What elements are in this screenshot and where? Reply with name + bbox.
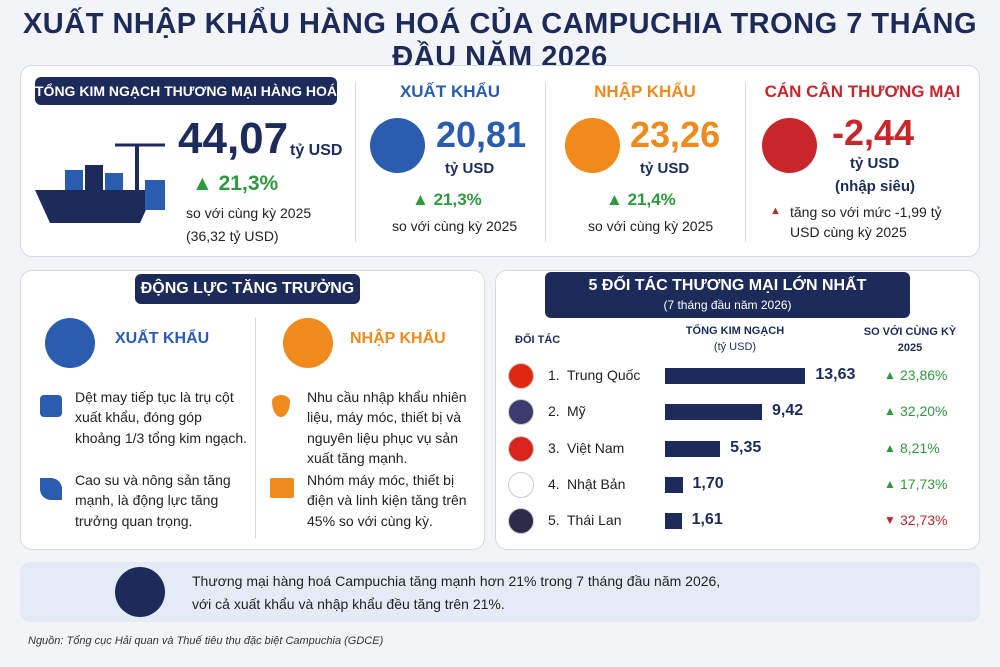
flag: [508, 363, 534, 389]
driver-item: Nhu cầu nhập khẩu nhiên liệu, máy móc, t…: [307, 389, 467, 466]
drivers-title: ĐỘNG LỰC TĂNG TRƯỞNG: [135, 274, 360, 304]
partner-name: Mỹ: [567, 403, 586, 420]
divider: [745, 82, 746, 242]
item-icon: [40, 478, 62, 500]
driver-item: Nhóm máy móc, thiết bị điện và linh kiện…: [307, 472, 467, 529]
drivers-panel: [20, 270, 485, 550]
partner-name: Trung Quốc: [567, 367, 641, 383]
ship-icon: [35, 143, 165, 223]
export-value: 20,81: [436, 114, 527, 155]
balance-status: (nhập siêu): [835, 178, 916, 195]
flag: [508, 471, 534, 498]
col-header: TỔNG KIM NGẠCH: [685, 325, 785, 337]
divider: [355, 82, 356, 242]
partners-title: 5 ĐỐI TÁC THƯƠNG MẠI LỚN NHẤT: [588, 277, 867, 294]
flag: [508, 508, 534, 535]
balance-note: tăng so với mức -1,99 tỷ USD cùng kỳ 202…: [790, 204, 942, 241]
flag: [508, 399, 534, 426]
balance-heading: CÁN CÂN THƯƠNG MẠI: [764, 82, 961, 101]
trend-arrow: ▲: [884, 404, 896, 419]
export-change-text: 21,3%: [433, 190, 482, 209]
value-label: 1,70: [692, 474, 724, 492]
partner-name: Thái Lan: [567, 512, 622, 529]
trend-arrow: ▲: [884, 476, 896, 491]
total-note: so với cùng kỳ 2025: [186, 205, 312, 221]
balance-icon: [762, 118, 817, 173]
import-icon: [565, 118, 620, 173]
bar: [665, 404, 763, 421]
value-label: 1,61: [691, 511, 723, 529]
export-icon: [370, 118, 425, 173]
import-value: 23,26: [630, 114, 721, 155]
balance-triangle: ▲: [770, 205, 781, 217]
trend-arrow: ▲: [884, 368, 896, 382]
conclusion-line: với cả xuất khẩu và nhập khẩu đều tăng t…: [192, 596, 505, 612]
item-icon: [270, 478, 294, 498]
partner-rank: 5.: [548, 512, 560, 529]
export-driver-icon: [45, 318, 95, 368]
partner-rank: 4.: [548, 475, 560, 492]
partners-subtitle: (7 tháng đầu năm 2026): [663, 298, 792, 312]
export-unit: tỷ USD: [445, 160, 495, 177]
flag: [508, 435, 534, 462]
partners-header: 5 ĐỐI TÁC THƯƠNG MẠI LỚN NHẤT (7 tháng đ…: [545, 272, 910, 318]
bar: [665, 513, 682, 530]
conclusion-icon: [115, 567, 165, 617]
partner-rank: 3.: [548, 439, 560, 456]
import-change-text: 21,4%: [627, 190, 676, 209]
conclusion-line: Thương mại hàng hoá Campuchia tăng mạnh …: [192, 573, 721, 589]
col-header: SO VỚI CÙNG KỲ 2025: [863, 326, 957, 354]
driver-item: Cao su và nông sản tăng mạnh, là động lự…: [75, 472, 231, 529]
import-change: ▲ 21,4%: [606, 190, 676, 209]
partner-name: Nhật Bản: [567, 475, 626, 492]
import-driver-icon: [283, 318, 333, 368]
partner-change: 23,86%: [900, 367, 948, 383]
item-icon: [40, 395, 62, 417]
partner-change: 8,21%: [900, 439, 940, 456]
balance-unit: tỷ USD: [850, 155, 900, 172]
source: Nguồn: Tổng cục Hải quan và Thuế tiêu th…: [28, 635, 384, 647]
total-change-text: 21,3%: [218, 172, 279, 195]
page-title: XUẤT NHẬP KHẨU HÀNG HOÁ CỦA CAMPUCHIA TR…: [22, 8, 978, 73]
trend-arrow: ▲: [884, 440, 896, 455]
total-value: 44,07: [178, 114, 289, 163]
col-header: (tỷ USD): [713, 341, 757, 353]
partner-change: 32,73%: [900, 512, 948, 529]
divider: [255, 318, 256, 538]
value-label: 9,42: [772, 402, 804, 420]
divider: [545, 82, 546, 242]
import-unit: tỷ USD: [640, 160, 690, 177]
export-driver-heading: XUẤT KHẨU: [115, 330, 210, 347]
bar: [665, 476, 683, 493]
bar: [665, 440, 721, 457]
partner-change: 17,73%: [900, 475, 948, 492]
driver-item: Dệt may tiếp tục là trụ cột xuất khẩu, đ…: [75, 389, 248, 446]
total-previous: (36,32 tỷ USD): [186, 228, 279, 244]
import-heading: NHẬP KHẨU: [594, 82, 696, 101]
item-icon: [272, 395, 290, 417]
total-change: ▲ 21,3%: [192, 172, 279, 195]
partner-name: Việt Nam: [567, 439, 625, 456]
export-change: ▲ 21,3%: [412, 190, 482, 209]
value-label: 5,35: [730, 438, 762, 456]
value-label: 13,63: [815, 366, 856, 383]
conclusion-box: [20, 562, 980, 622]
balance-value: -2,44: [832, 112, 915, 153]
partner-rank: 2.: [548, 403, 560, 420]
bar: [665, 368, 806, 384]
col-header: ĐỐI TÁC: [515, 334, 561, 346]
import-driver-heading: NHẬP KHẨU: [350, 330, 446, 347]
import-note: so với cùng kỳ 2025: [588, 218, 714, 234]
partner-change: 32,20%: [900, 403, 948, 420]
total-unit: tỷ USD: [290, 142, 343, 159]
export-note: so với cùng kỳ 2025: [392, 218, 518, 234]
trend-arrow: ▼: [884, 513, 896, 528]
export-heading: XUẤT KHẨU: [399, 82, 501, 101]
partner-rank: 1.: [548, 367, 560, 383]
total-heading: TỔNG KIM NGẠCH THƯƠNG MẠI HÀNG HOÁ: [35, 77, 337, 105]
